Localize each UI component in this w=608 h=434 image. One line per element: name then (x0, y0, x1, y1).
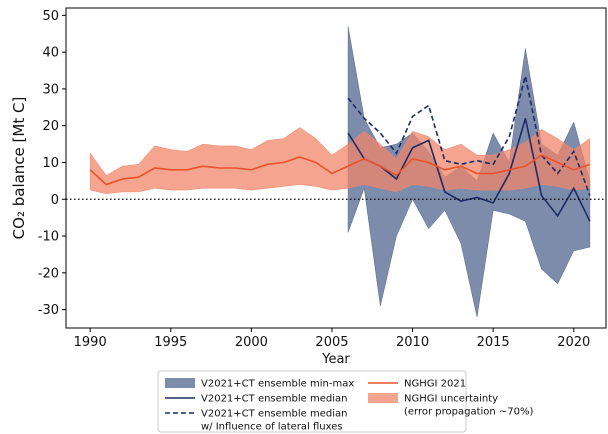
y-tick-label: 50 (42, 9, 59, 24)
y-tick-label: 40 (42, 46, 59, 61)
x-axis-label: Year (321, 352, 350, 367)
x-tick-label: 2020 (557, 335, 590, 350)
x-tick-label: 2000 (235, 335, 268, 350)
y-tick-label: 10 (42, 156, 59, 171)
legend-label: NGHGI 2021 (404, 379, 466, 390)
y-tick-label: -20 (38, 266, 59, 281)
x-tick-label: 1995 (154, 335, 187, 350)
y-tick-label: -10 (38, 230, 59, 245)
y-tick-label: 0 (51, 193, 59, 208)
y-tick-label: -30 (38, 303, 59, 318)
x-tick-label: 2005 (315, 335, 348, 350)
y-tick-label: 20 (42, 119, 59, 134)
uncertainty-band (89, 127, 591, 195)
y-tick-label: 30 (42, 82, 59, 97)
legend-label: V2021+CT ensemble min-max (201, 379, 354, 390)
legend-entries: V2021+CT ensemble min-max NGHGI uncertain… (165, 378, 534, 433)
legend-label: NGHGI uncertainty (error propagation ~70%… (404, 394, 534, 418)
y-axis-label: CO₂ balance [Mt C] (10, 97, 28, 240)
x-tick-label: 2015 (477, 335, 510, 350)
legend-label: V2021+CT ensemble median (201, 394, 347, 405)
legend-label: V2021+CT ensemble median w/ Influence of … (201, 409, 347, 433)
plot-area (89, 26, 591, 318)
data-line (347, 75, 591, 196)
legend (157, 370, 467, 433)
legend-swatch (368, 393, 398, 403)
axes-frame (65, 7, 607, 329)
data-line (89, 154, 591, 186)
x-tick-label: 2010 (396, 335, 429, 350)
x-tick-label: 1990 (74, 335, 107, 350)
data-line (347, 118, 591, 222)
legend-swatch (165, 378, 195, 388)
